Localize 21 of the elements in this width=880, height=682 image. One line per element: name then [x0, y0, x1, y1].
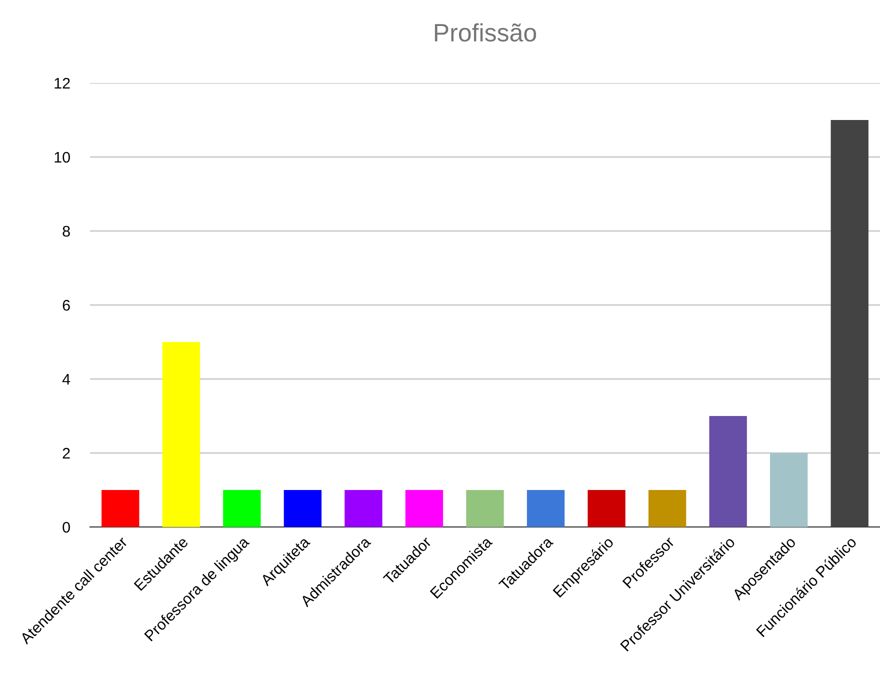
bar — [284, 490, 322, 527]
bar — [830, 120, 868, 527]
bar — [588, 490, 626, 527]
y-tick-label: 12 — [54, 78, 70, 89]
bar — [770, 453, 808, 527]
bar — [648, 490, 686, 527]
y-tick-label: 8 — [62, 226, 70, 237]
y-tick-label: 0 — [62, 522, 70, 533]
bar — [466, 490, 504, 527]
bar — [162, 342, 200, 527]
bar — [102, 490, 140, 527]
y-tick-label: 6 — [62, 300, 70, 311]
bar — [526, 490, 565, 527]
bar — [405, 490, 444, 527]
bar — [709, 416, 747, 527]
y-tick-label: 4 — [62, 374, 70, 385]
y-tick-label: 2 — [62, 448, 70, 459]
bar — [344, 490, 382, 527]
chart-title: Profissão — [434, 23, 536, 42]
bar — [223, 490, 261, 527]
y-tick-label: 10 — [54, 152, 70, 163]
